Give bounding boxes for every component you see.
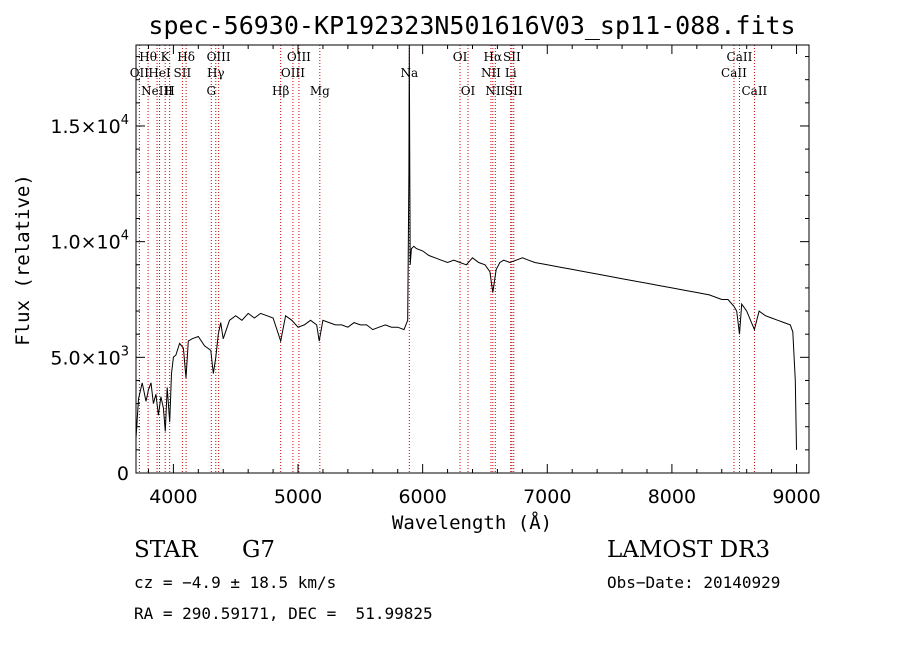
x-tick-label-1: 5000 xyxy=(274,486,322,508)
x-tick-label-2: 6000 xyxy=(398,486,446,508)
emission-line-label-16: OI xyxy=(453,50,468,64)
emission-line-label-7: Hδ xyxy=(177,50,195,64)
x-tick-label-5: 9000 xyxy=(772,486,820,508)
emission-line-label-18: NII xyxy=(481,66,501,80)
redshift-velocity: cz = −4.9 ± 18.5 km/s xyxy=(134,573,337,592)
emission-line-label-13: OIII xyxy=(287,50,311,64)
object-subclass: G7 xyxy=(242,537,276,563)
emission-line-label-25: CaII xyxy=(727,50,753,64)
y-tick-label-1: 5.0×103 xyxy=(50,344,129,369)
emission-line-label-19: Hα xyxy=(484,50,503,64)
chart-title: spec-56930-KP192323N501616V03_sp11-088.f… xyxy=(148,11,795,40)
y-tick-label-0: 0 xyxy=(117,463,129,485)
emission-line-label-14: Mg xyxy=(310,84,330,98)
emission-line-label-10: OIII xyxy=(207,50,231,64)
emission-line-label-24: CaII xyxy=(721,66,747,80)
y-axis-label: Flux (relative) xyxy=(12,174,34,346)
observation-date: Obs−Date: 20140929 xyxy=(607,573,781,592)
x-tick-label-3: 7000 xyxy=(523,486,571,508)
plot-frame xyxy=(135,44,810,474)
survey-name: LAMOST DR3 xyxy=(607,537,771,563)
emission-line-label-1: Hθ xyxy=(139,50,157,64)
emission-line-label-8: G xyxy=(206,84,216,98)
emission-line-markers: OIIHθNeIIIHeIKHSIIHδGHγOIIIHβOIIIOIIIMgN… xyxy=(130,45,768,473)
emission-line-label-21: Li xyxy=(505,66,517,80)
axis-ticks: 4000 5000 6000 7000 8000 9000 0 5.0×103 1.0×104 1… xyxy=(50,45,821,508)
spectrum-line-0 xyxy=(135,44,797,450)
emission-line-label-12: OIII xyxy=(281,66,305,80)
emission-line-label-3: HeI xyxy=(148,66,171,80)
emission-line-label-20: NII xyxy=(485,84,505,98)
y-tick-label-2: 1.0×104 xyxy=(50,229,129,254)
y-tick-label-3: 1.5×104 xyxy=(50,113,129,138)
x-tick-label-0: 4000 xyxy=(149,486,197,508)
emission-line-label-9: Hγ xyxy=(207,66,225,80)
x-tick-label-4: 8000 xyxy=(648,486,696,508)
emission-line-label-0: OII xyxy=(130,66,150,80)
emission-line-label-11: Hβ xyxy=(272,84,289,98)
emission-line-label-6: SII xyxy=(174,66,192,80)
spectrum-series xyxy=(135,44,797,450)
emission-line-label-26: CaII xyxy=(741,84,767,98)
emission-line-label-17: OI xyxy=(461,84,476,98)
emission-line-label-4: K xyxy=(161,50,171,64)
object-class: STAR xyxy=(134,537,198,563)
emission-line-label-5: H xyxy=(164,84,174,98)
emission-line-label-22: SII xyxy=(503,50,521,64)
emission-line-label-23: SII xyxy=(505,84,523,98)
coordinates: RA = 290.59171, DEC = 51.99825 xyxy=(134,604,433,623)
x-axis-label: Wavelength (Å) xyxy=(392,511,552,534)
